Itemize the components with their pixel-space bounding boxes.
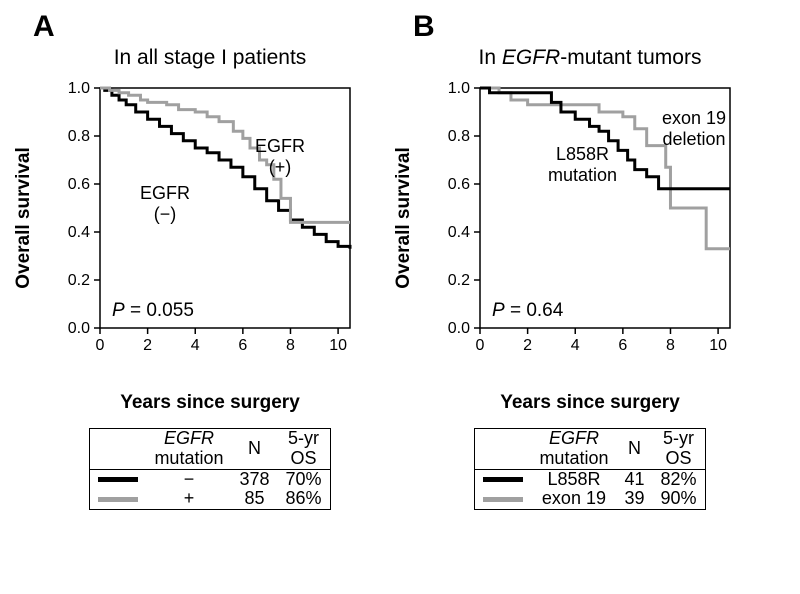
panel-a-yticks: 0.0 0.2 0.4 0.6 0.8 1.0 [68, 80, 100, 337]
svg-text:2: 2 [143, 337, 152, 354]
legend-hdr-n: N [616, 429, 652, 470]
legend-row: +8586% [90, 489, 330, 509]
svg-text:10: 10 [709, 337, 727, 354]
svg-text:0: 0 [476, 337, 485, 354]
panel-a-frame [100, 88, 350, 328]
panel-b-ylabel: Overall survival [393, 147, 415, 289]
svg-text:0.4: 0.4 [68, 224, 90, 241]
svg-text:8: 8 [666, 337, 675, 354]
svg-text:0.2: 0.2 [448, 272, 470, 289]
panel-a-svg: 0 2 4 6 8 10 0.0 0.2 0.4 0.6 0.8 1.0 [60, 78, 360, 358]
legend-row: L858R4182% [475, 469, 705, 489]
svg-text:6: 6 [238, 337, 247, 354]
panel-a-letter: A [27, 10, 393, 44]
legend-header-row: EGFR mutation N 5-yr OS [90, 429, 330, 470]
panel-a-xlabel: Years since surgery [120, 392, 300, 414]
svg-text:0.8: 0.8 [68, 128, 90, 145]
panel-b-xlabel: Years since surgery [500, 392, 680, 414]
curve-l858r [480, 88, 730, 189]
svg-text:8: 8 [286, 337, 295, 354]
curve-egfr-pos [100, 88, 350, 222]
legend-hdr-n: N [231, 429, 277, 470]
svg-text:0.0: 0.0 [68, 320, 90, 337]
panel-a-pvalue: P = 0.055 [112, 300, 194, 322]
svg-text:4: 4 [571, 337, 580, 354]
panel-b-svg: 0 2 4 6 8 10 0.0 0.2 0.4 0.6 0.8 1.0 [440, 78, 740, 358]
panel-b-legend-table: EGFR mutation N 5-yr OS L858R4182%exon 1… [474, 428, 705, 510]
swatch-icon [98, 497, 138, 502]
legend-hdr-os: 5-yr OS [278, 429, 331, 470]
legend-header-row: EGFR mutation N 5-yr OS [475, 429, 705, 470]
swatch-icon [483, 497, 523, 502]
svg-text:10: 10 [329, 337, 347, 354]
legend-body-a: −37870%+8586% [90, 469, 330, 510]
panel-b-pvalue: P = 0.64 [492, 300, 563, 322]
panel-b-subtitle: In EGFR-mutant tumors [479, 46, 702, 70]
svg-text:0.6: 0.6 [448, 176, 470, 193]
svg-text:4: 4 [191, 337, 200, 354]
legend-row: −37870% [90, 469, 330, 489]
svg-text:0.6: 0.6 [68, 176, 90, 193]
svg-text:0.4: 0.4 [448, 224, 470, 241]
panel-b-letter: B [407, 10, 773, 44]
swatch-icon [98, 477, 138, 482]
svg-text:2: 2 [523, 337, 532, 354]
panel-a-xticks: 0 2 4 6 8 10 [96, 328, 348, 354]
curve-egfr-neg [100, 88, 350, 249]
panel-b-plot: Overall survival 0246810 0.00.20.40.60.8… [440, 78, 740, 358]
panel-a-ylabel: Overall survival [13, 147, 35, 289]
legend-hdr-os: 5-yr OS [653, 429, 706, 470]
figure-wrap: A In all stage I patients Overall surviv… [0, 0, 800, 510]
legend-hdr-mutation: EGFR mutation [146, 429, 231, 470]
legend-body-b: L858R4182%exon 193990% [475, 469, 705, 510]
panel-b-yticks: 0.0 0.2 0.4 0.6 0.8 1.0 [448, 80, 480, 337]
legend-hdr-mutation: EGFR mutation [531, 429, 616, 470]
curve-exon19 [480, 88, 730, 249]
legend-row: exon 193990% [475, 489, 705, 509]
svg-text:0.2: 0.2 [68, 272, 90, 289]
panel-b: B In EGFR-mutant tumors Overall survival… [410, 10, 770, 510]
panel-b-xticks: 0 2 4 6 8 10 [476, 328, 728, 354]
panel-a-subtitle: In all stage I patients [114, 46, 307, 70]
svg-text:0.0: 0.0 [448, 320, 470, 337]
panel-a-legend-table: EGFR mutation N 5-yr OS −37870%+8586% [89, 428, 330, 510]
svg-text:1.0: 1.0 [448, 80, 470, 97]
svg-text:6: 6 [618, 337, 627, 354]
svg-text:0: 0 [96, 337, 105, 354]
panel-a: A In all stage I patients Overall surviv… [30, 10, 390, 510]
svg-text:1.0: 1.0 [68, 80, 90, 97]
svg-text:0.8: 0.8 [448, 128, 470, 145]
panel-a-plot: Overall survival 0246810 0.00.20.40.60.8… [60, 78, 360, 358]
swatch-icon [483, 477, 523, 482]
